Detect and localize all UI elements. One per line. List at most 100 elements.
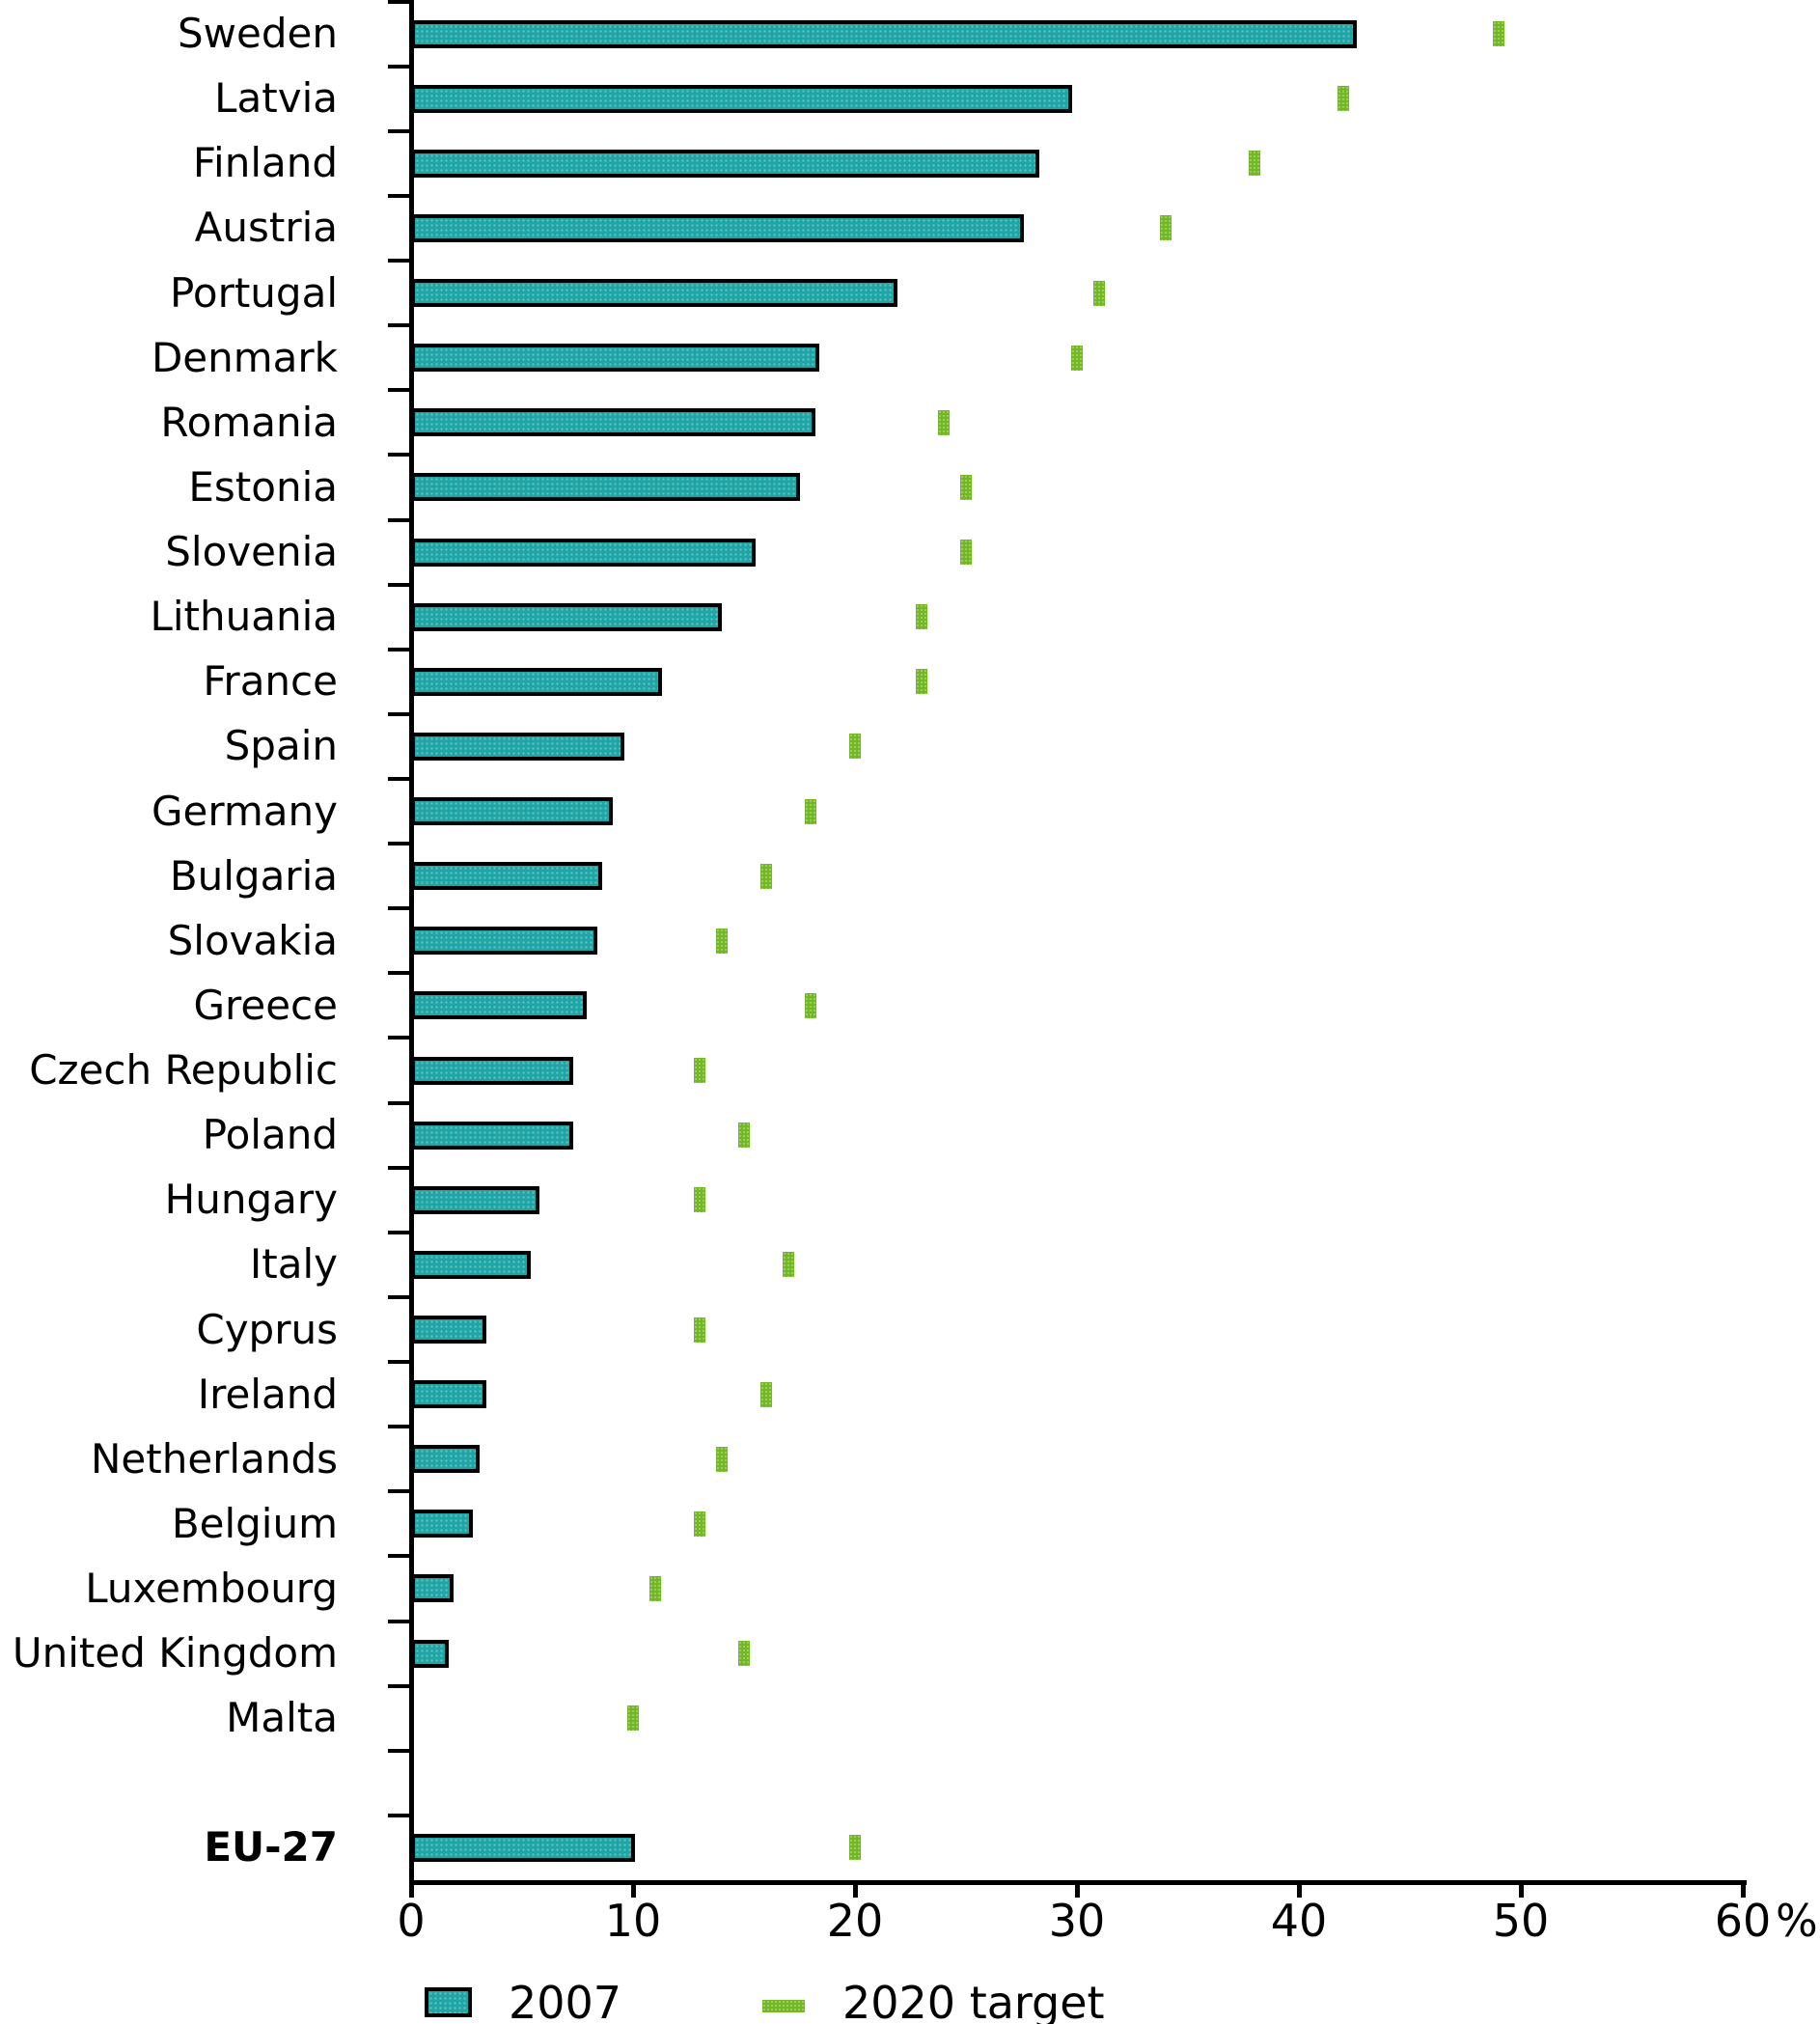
legend-2007-label: 2007 (509, 1977, 622, 2024)
target-marker-2020 (716, 1446, 728, 1472)
category-axis-tick (388, 1813, 410, 1817)
category-label: United Kingdom (12, 1629, 338, 1677)
category-label: Slovenia (165, 528, 338, 575)
target-marker-2020 (805, 992, 816, 1018)
category-axis-tick (388, 193, 410, 198)
target-marker-2020 (938, 409, 950, 435)
category-label: EU-27 (204, 1823, 338, 1872)
category-label: Malta (226, 1694, 338, 1742)
bar-2007 (411, 991, 587, 1020)
category-label: Bulgaria (169, 851, 338, 900)
category-label: Hungary (164, 1176, 338, 1224)
category-label: Sweden (178, 10, 338, 58)
target-marker-2020 (760, 863, 772, 889)
category-axis-tick (388, 1036, 410, 1040)
category-label: Estonia (188, 462, 338, 511)
y-axis-line (409, 0, 414, 1885)
category-axis-tick (388, 388, 410, 393)
category-axis-tick (388, 906, 410, 911)
category-label: Poland (202, 1111, 338, 1159)
target-marker-2020 (1249, 151, 1260, 177)
target-marker-2020 (783, 1252, 794, 1278)
bar-2007 (411, 797, 613, 825)
x-axis-unit-label: % (1776, 1895, 1818, 1947)
category-label: Romania (160, 398, 338, 446)
target-marker-2020 (760, 1381, 772, 1407)
category-axis-tick (388, 1100, 410, 1105)
legend-2007-swatch (425, 1987, 472, 2017)
category-label: Ireland (197, 1370, 338, 1418)
bar-2007 (411, 1833, 635, 1862)
bar-2007 (411, 19, 1357, 48)
category-axis-tick (388, 1683, 410, 1688)
category-label: Finland (192, 139, 338, 187)
category-label: Luxembourg (85, 1564, 338, 1612)
category-axis-tick (388, 517, 410, 522)
category-label: Latvia (214, 74, 338, 123)
category-label: Spain (224, 722, 338, 770)
bar-2007 (411, 1574, 454, 1603)
x-axis-tick (852, 1882, 858, 1898)
category-label: France (203, 657, 338, 706)
target-marker-2020 (805, 798, 816, 824)
bar-2007 (411, 667, 662, 696)
category-label: Portugal (170, 268, 338, 317)
category-axis-tick (388, 1360, 410, 1364)
category-label: Belgium (171, 1499, 338, 1547)
category-label: Slovakia (167, 916, 338, 964)
x-axis-tick-label: 10 (604, 1895, 662, 1947)
target-marker-2020 (738, 1123, 750, 1149)
category-axis-tick (388, 776, 410, 781)
bar-2007 (411, 602, 722, 631)
category-axis-tick (388, 971, 410, 976)
x-axis-tick (408, 1882, 414, 1898)
target-marker-2020 (916, 669, 927, 695)
x-axis-tick (1074, 1882, 1080, 1898)
legend-2020-target-swatch (762, 2000, 805, 2012)
bar-2007 (411, 1445, 480, 1474)
bar-2007 (411, 1316, 486, 1344)
category-label: Denmark (151, 333, 338, 381)
category-axis-tick (388, 1230, 410, 1234)
category-label: Austria (194, 204, 338, 252)
bar-2007 (411, 927, 597, 956)
target-marker-2020 (960, 540, 972, 565)
x-axis-tick-label: 50 (1492, 1895, 1550, 1947)
target-marker-2020 (849, 734, 861, 760)
bar-2007 (411, 1056, 573, 1085)
target-marker-2020 (1071, 345, 1083, 371)
target-marker-2020 (694, 1187, 705, 1213)
bar-2007 (411, 1185, 539, 1214)
bar-2007 (411, 473, 800, 502)
category-label: Italy (249, 1240, 338, 1289)
target-marker-2020 (716, 928, 728, 954)
category-axis-tick (388, 453, 410, 457)
bar-2007 (411, 344, 819, 373)
target-marker-2020 (627, 1705, 639, 1732)
bar-2007 (411, 1510, 473, 1539)
x-axis-tick (1296, 1882, 1302, 1898)
category-axis-tick (388, 582, 410, 587)
target-marker-2020 (849, 1835, 861, 1861)
bar-2007 (411, 213, 1024, 242)
bar-2007 (411, 408, 815, 437)
x-axis-tick-label: 30 (1048, 1895, 1106, 1947)
bar-2007 (411, 84, 1072, 113)
category-axis-tick (388, 0, 410, 4)
target-marker-2020 (960, 474, 972, 500)
bar-2007 (411, 149, 1039, 178)
category-axis-tick (388, 259, 410, 263)
x-axis-tick (630, 1882, 636, 1898)
category-label: Czech Republic (29, 1046, 338, 1094)
category-axis-tick (388, 1619, 410, 1623)
target-marker-2020 (1493, 21, 1504, 47)
x-axis-tick-label: 20 (826, 1895, 884, 1947)
bar-2007 (411, 1639, 449, 1668)
category-axis-tick (388, 1425, 410, 1429)
x-axis-tick-label: 60 (1714, 1895, 1772, 1947)
legend-2020-target-label: 2020 target (842, 1977, 1105, 2024)
bar-2007 (411, 279, 897, 307)
bar-2007 (411, 732, 624, 761)
bar-2007 (411, 1121, 573, 1150)
